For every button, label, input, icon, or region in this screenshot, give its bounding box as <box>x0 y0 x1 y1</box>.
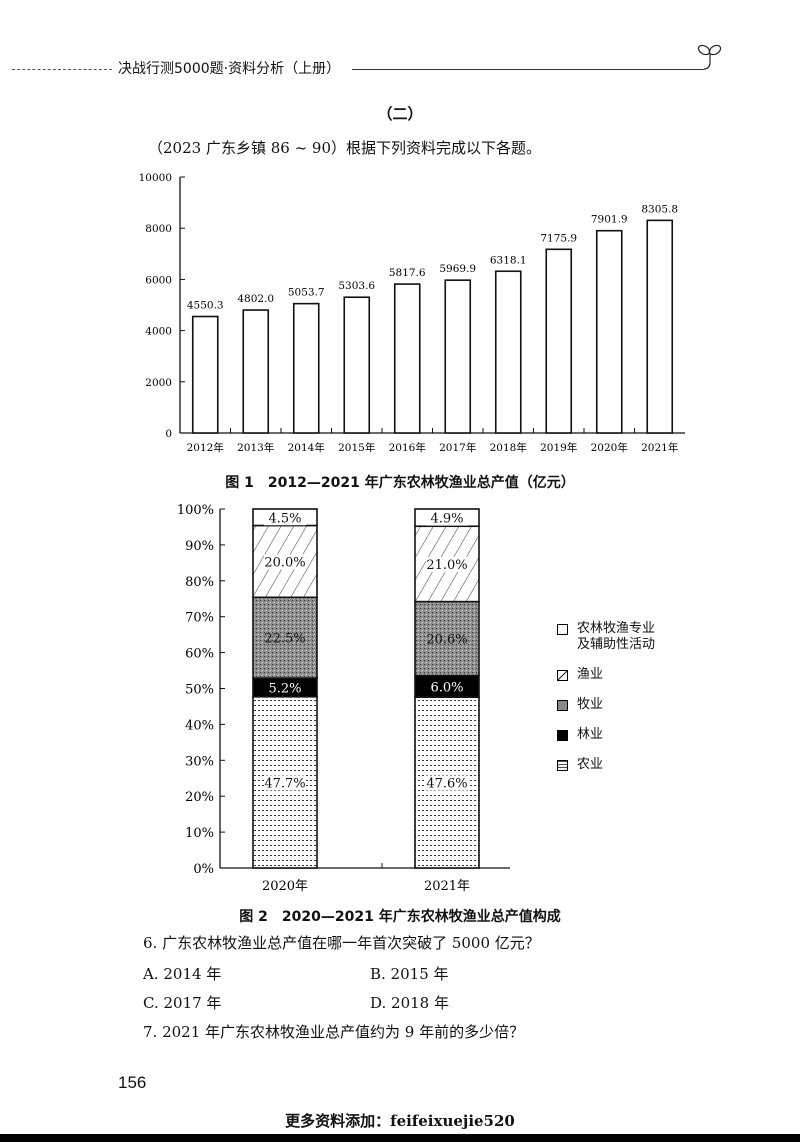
bar-value-label: 5969.9 <box>439 263 476 275</box>
footer-note: 更多资料添加：feifeixuejie520 <box>285 1112 515 1130</box>
question-6-option-c[interactable]: C. 2017 年 <box>143 994 222 1012</box>
black-swatch-icon <box>557 730 568 741</box>
legend-item-forestry: 林业 <box>557 727 687 743</box>
bar-value-label: 5303.6 <box>338 280 375 292</box>
legend-item-livestock: 牧业 <box>557 697 687 713</box>
y-tick-label: 4000 <box>145 326 172 338</box>
segment-label: 20.6% <box>426 633 467 648</box>
y-tick-label: 10% <box>185 826 214 841</box>
segment-label: 22.5% <box>264 632 305 647</box>
bar <box>494 270 522 434</box>
y-tick-label: 100% <box>177 503 214 518</box>
x-tick-label: 2020年 <box>591 441 628 454</box>
book-title: 决战行测5000题·资料分析（上册） <box>118 61 341 77</box>
bar-value-label: 4802.0 <box>237 293 274 305</box>
bar-value-label: 6318.1 <box>490 254 527 266</box>
segment-label: 4.5% <box>268 511 301 526</box>
legend-item-agriculture: 农业 <box>557 757 687 773</box>
bar-value-label: 5817.6 <box>389 267 426 279</box>
x-tick-label: 2021年 <box>424 879 470 894</box>
x-tick-label: 2015年 <box>338 441 375 454</box>
gray-swatch-icon <box>557 700 568 711</box>
y-tick-label: 50% <box>185 683 214 698</box>
x-tick-label: 2014年 <box>288 441 325 454</box>
x-tick-label: 2012年 <box>187 441 224 454</box>
figure-2-caption: 图 2 2020—2021 年广东农林牧渔业总产值构成 <box>239 909 561 925</box>
question-7: 7. 2021 年广东农林牧渔业总产值约为 9 年前的多少倍？ <box>143 1023 525 1041</box>
dotted-swatch-icon <box>557 760 568 771</box>
header-rule-left <box>12 69 112 70</box>
figure-1-caption: 图 1 2012—2021 年广东农林牧渔业总产值（亿元） <box>225 475 575 491</box>
sprout-icon <box>697 44 722 70</box>
bar <box>242 309 270 434</box>
bar-value-label: 7901.9 <box>591 214 628 226</box>
legend-item-fishery: 渔业 <box>557 667 687 683</box>
segment-label: 20.0% <box>264 555 305 570</box>
white-swatch-icon <box>557 624 568 635</box>
question-6: 6. 广东农林牧渔业总产值在哪一年首次突破了 5000 亿元？ <box>143 934 540 952</box>
y-tick-label: 0% <box>193 862 214 877</box>
intro-text: （2023 广东乡镇 86 ~ 90）根据下列资料完成以下各题。 <box>148 139 541 157</box>
bar <box>292 302 320 434</box>
bar-chart-total-output: 0 2000 4000 6000 8000 10000 4550.3 2012年 4802.0 2… <box>139 172 685 454</box>
y-tick-label: 20% <box>185 790 214 805</box>
bar <box>646 219 674 434</box>
y-tick-label: 80% <box>185 575 214 590</box>
y-tick-label: 0 <box>165 428 172 440</box>
legend-label-agriculture: 农业 <box>577 757 604 772</box>
bar <box>545 248 573 434</box>
header-rule-right <box>352 69 704 70</box>
bar <box>444 279 472 434</box>
question-6-option-a[interactable]: A. 2014 年 <box>143 965 222 983</box>
bar-value-label: 5053.7 <box>288 287 325 299</box>
chart-legend: 农林牧渔专业 及辅助性活动 渔业 牧业 林业 农业 <box>557 621 687 787</box>
legend-label-support-line2: 及辅助性活动 <box>577 637 656 652</box>
y-tick-label: 2000 <box>145 377 172 389</box>
bar <box>343 296 371 434</box>
legend-item-support: 农林牧渔专业 及辅助性活动 <box>557 621 687 653</box>
bar <box>393 283 421 434</box>
segment-label: 47.7% <box>264 776 305 791</box>
bar <box>595 229 623 434</box>
segment-label: 6.0% <box>430 680 463 695</box>
y-tick-label: 30% <box>185 754 214 769</box>
stack-segment <box>414 600 480 677</box>
legend-label-fishery: 渔业 <box>577 667 604 682</box>
y-tick-label: 6000 <box>145 274 172 286</box>
x-tick-label: 2020年 <box>262 879 308 894</box>
segment-label: 5.2% <box>268 681 301 696</box>
segment-label: 21.0% <box>426 558 467 573</box>
question-6-option-d[interactable]: D. 2018 年 <box>370 994 449 1012</box>
x-tick-label: 2021年 <box>641 441 678 454</box>
bar-value-label: 8305.8 <box>641 203 678 215</box>
hatch-swatch-icon <box>557 670 568 681</box>
legend-label-support-line1: 农林牧渔专业 <box>577 621 656 636</box>
x-tick-label: 2013年 <box>237 441 274 454</box>
segment-label: 47.6% <box>426 777 467 792</box>
section-title: （二） <box>377 105 423 123</box>
x-tick-label: 2018年 <box>490 441 527 454</box>
question-6-option-b[interactable]: B. 2015 年 <box>370 965 449 983</box>
y-tick-label: 40% <box>185 718 214 733</box>
legend-label-forestry: 林业 <box>577 727 604 742</box>
y-tick-label: 10000 <box>139 172 172 184</box>
y-tick-label: 60% <box>185 647 214 662</box>
stacked-bar-chart-composition: 0% 10% 20% 30% 40% 50% 60% 70% 80% 90% 100% 47.7% 5.… <box>177 503 510 894</box>
segment-label: 4.9% <box>430 512 463 527</box>
bar-value-label: 4550.3 <box>187 300 224 312</box>
x-tick-label: 2016年 <box>389 441 426 454</box>
page-number: 156 <box>118 1073 147 1092</box>
bar <box>191 315 219 434</box>
y-tick-label: 90% <box>185 539 214 554</box>
bar-value-label: 7175.9 <box>540 232 577 244</box>
y-tick-label: 70% <box>185 611 214 626</box>
footer-bar <box>0 1134 800 1142</box>
legend-label-livestock: 牧业 <box>577 697 604 712</box>
y-tick-label: 8000 <box>145 223 172 235</box>
x-tick-label: 2019年 <box>540 441 577 454</box>
x-tick-label: 2017年 <box>439 441 476 454</box>
